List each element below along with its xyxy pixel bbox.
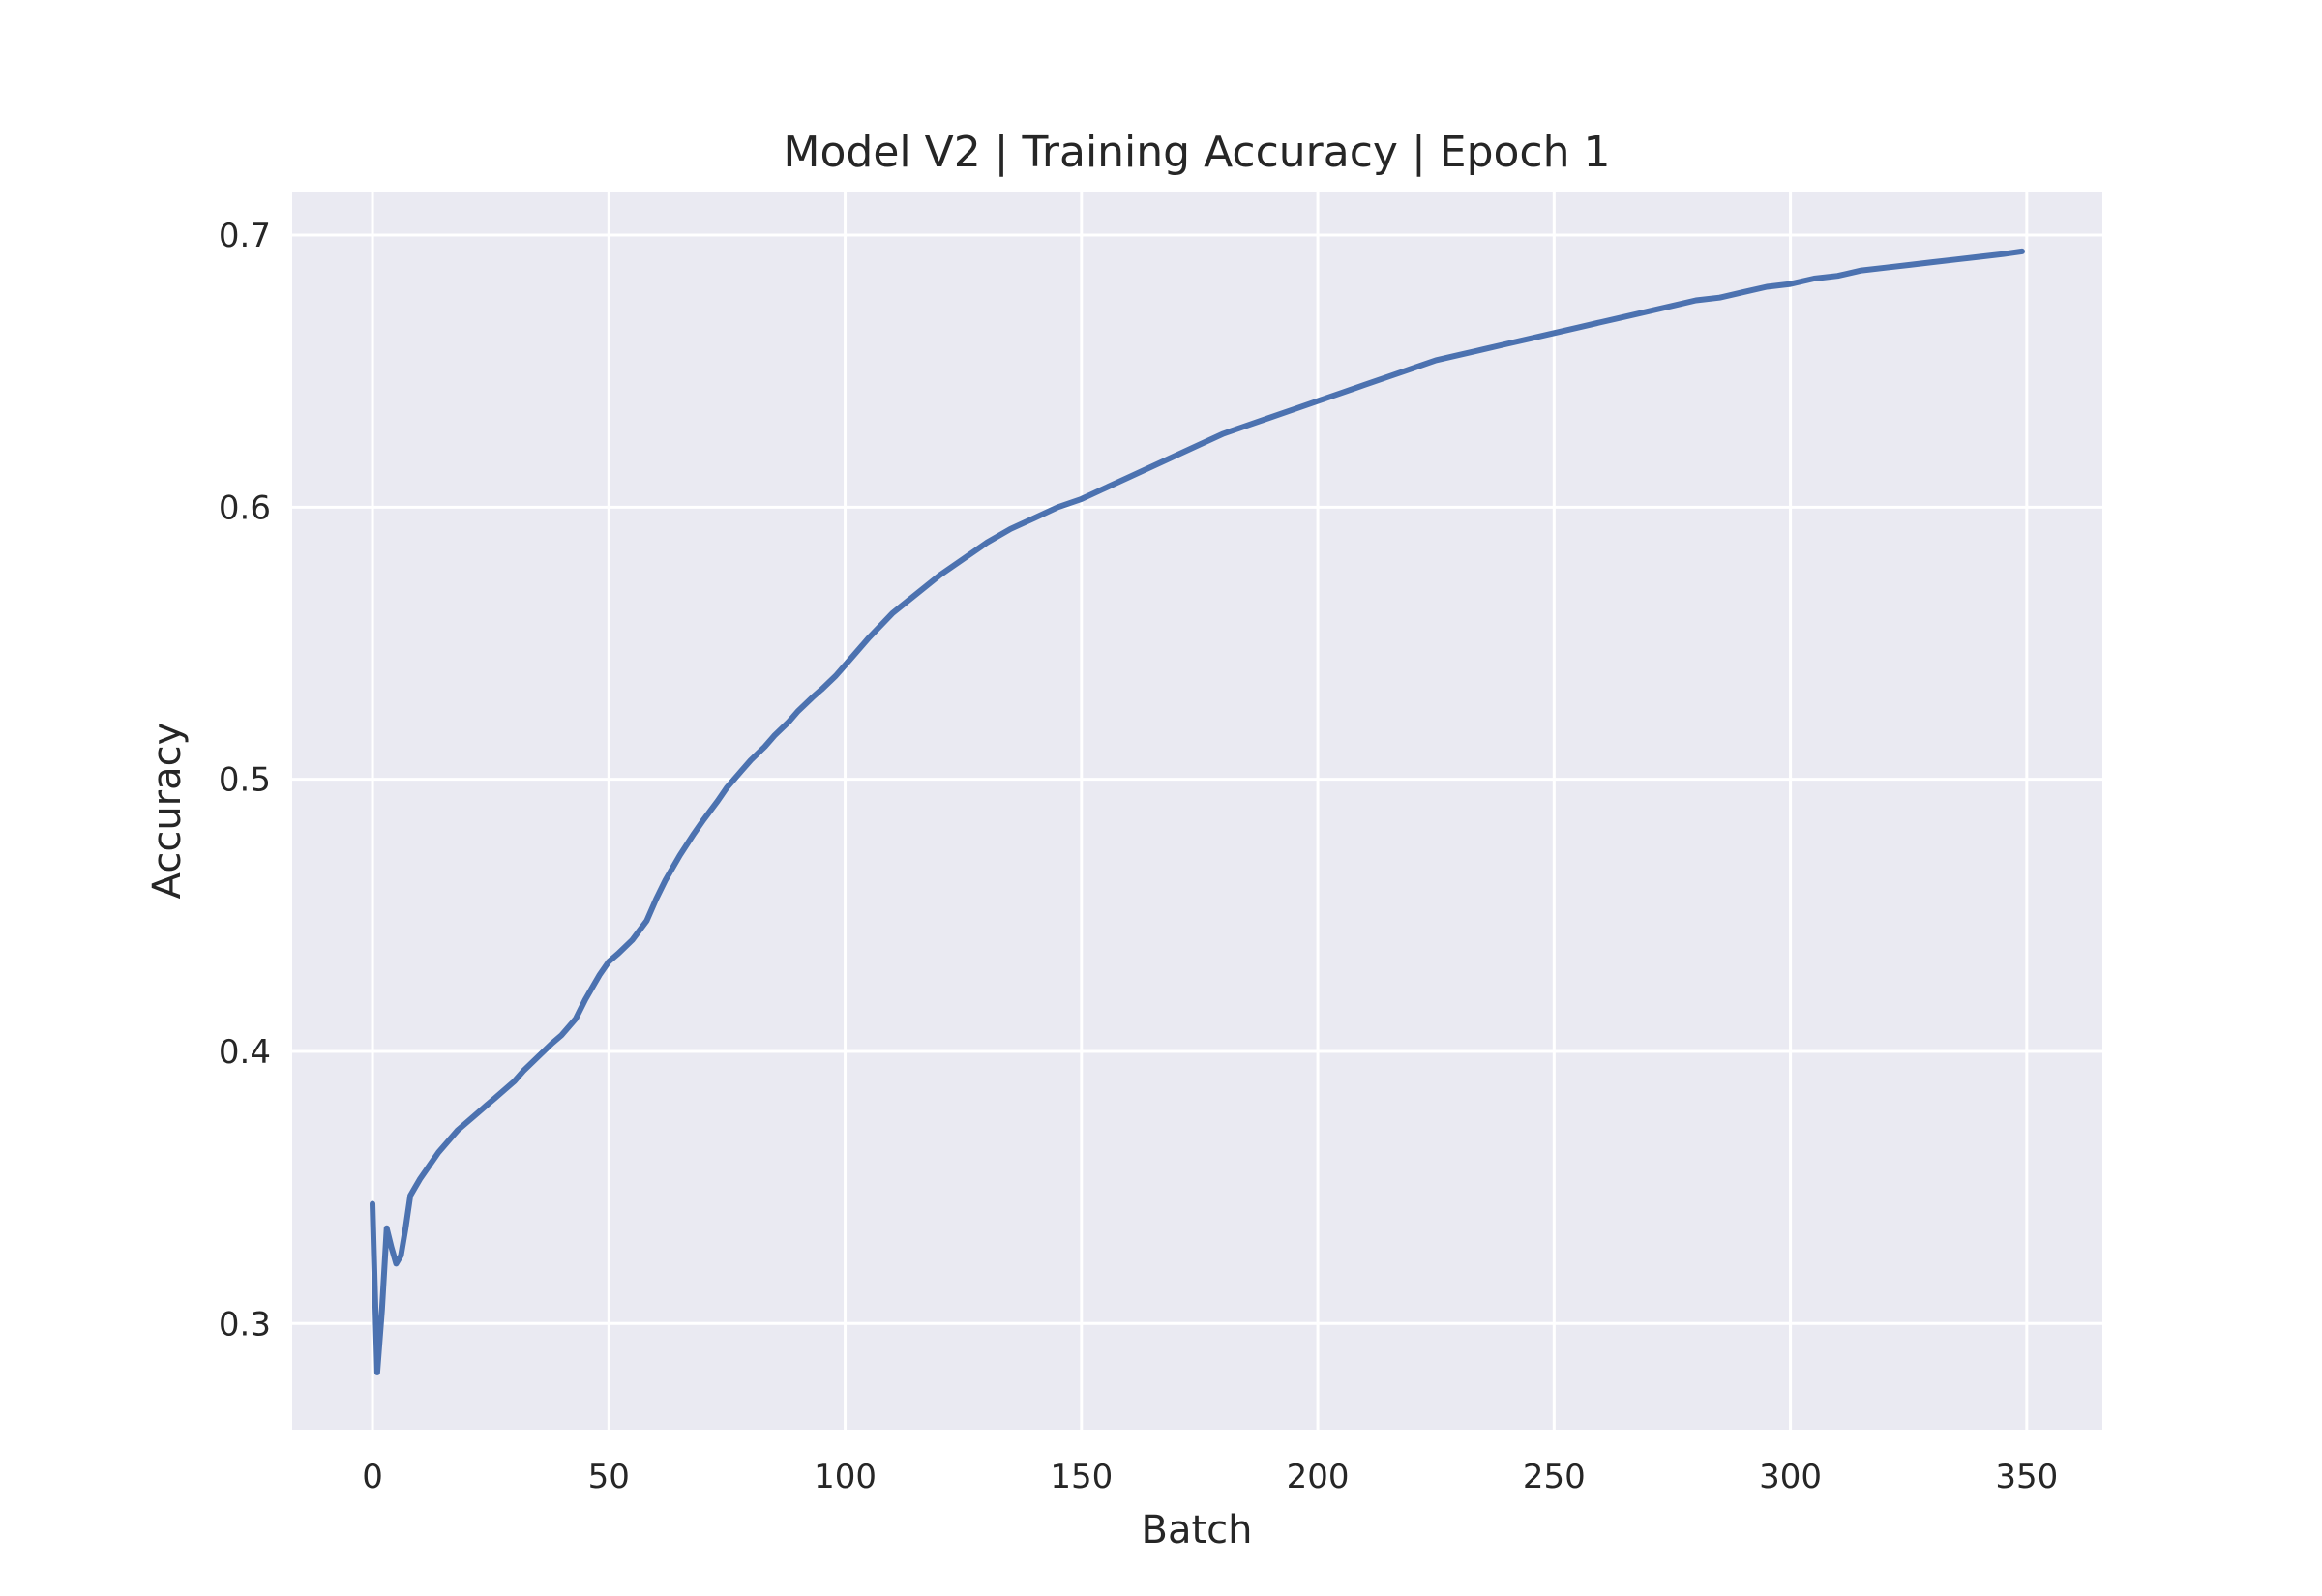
y-tick-label: 0.3 [219,1305,271,1344]
x-tick-label: 100 [814,1458,877,1496]
y-tick-label: 0.6 [219,488,271,527]
y-tick-label: 0.4 [219,1033,271,1072]
x-tick-label: 0 [362,1458,383,1496]
y-axis-label: Accuracy [145,723,190,900]
y-tick-label: 0.5 [219,761,271,800]
x-tick-label: 250 [1523,1458,1586,1496]
x-tick-label: 50 [588,1458,630,1496]
accuracy-series-line [370,248,2025,1375]
x-tick-label: 150 [1050,1458,1113,1496]
chart-title: Model V2 | Training Accuracy | Epoch 1 [784,128,1611,177]
plot-area [292,192,2102,1430]
x-tick-label: 300 [1759,1458,1822,1496]
series-group [370,248,2025,1375]
grid-lines [292,192,2102,1430]
x-axis-label: Batch [1142,1508,1253,1552]
x-tick-label: 200 [1287,1458,1350,1496]
x-tick-labels: 0 50 100 150 200 250 300 350 [362,1458,2058,1496]
y-tick-label: 0.7 [219,217,271,255]
x-tick-label: 350 [1995,1458,2058,1496]
y-tick-labels: 0.3 0.4 0.5 0.6 0.7 [219,217,271,1344]
